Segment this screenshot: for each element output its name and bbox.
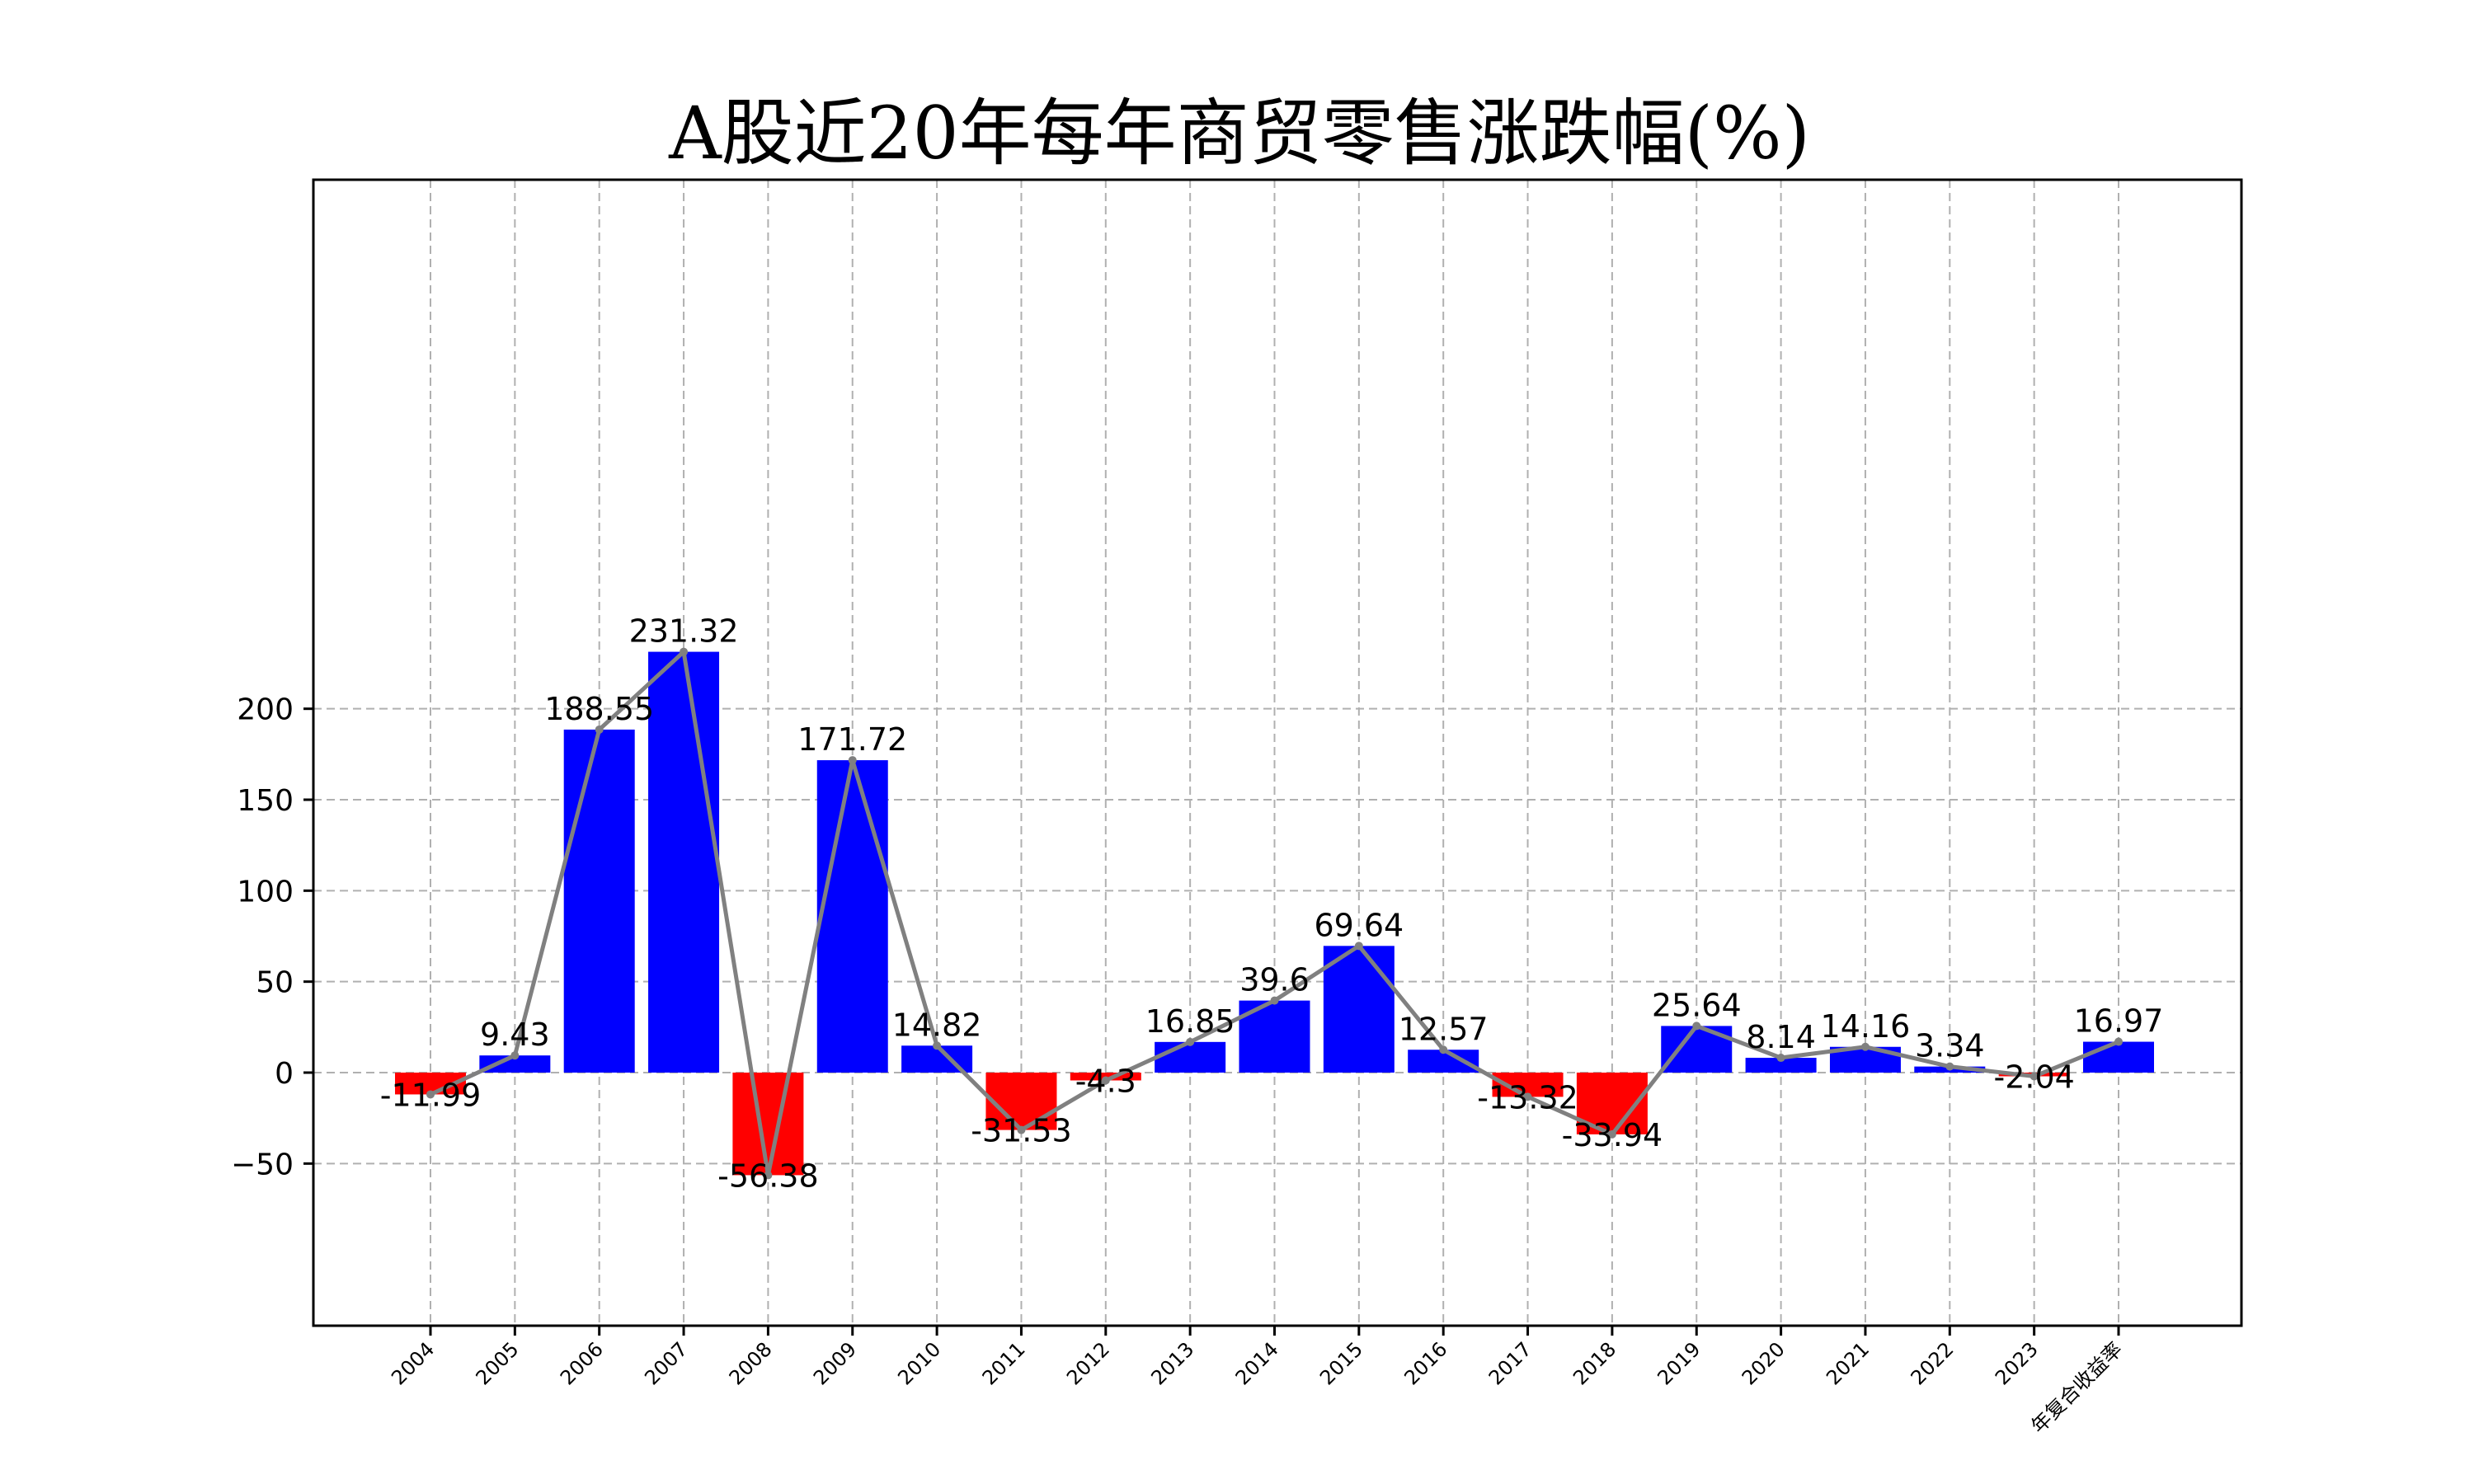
data-label: 171.72 [797, 721, 907, 758]
trend-point [1776, 1054, 1785, 1063]
trend-point [1860, 1042, 1870, 1051]
bar [1323, 946, 1395, 1073]
trend-point [680, 647, 689, 656]
trend-point [1692, 1021, 1701, 1031]
data-label: 12.57 [1399, 1011, 1489, 1047]
trend-point [595, 725, 604, 734]
trend-point [1523, 1092, 1532, 1101]
data-label: 39.6 [1239, 962, 1310, 998]
x-tick-label: 2004 [387, 1337, 439, 1389]
trend-point [1017, 1125, 1026, 1134]
trend-point [1186, 1037, 1195, 1046]
x-tick-label: 2005 [472, 1337, 524, 1389]
bar [1155, 1041, 1226, 1073]
bar [563, 729, 635, 1073]
data-label: 16.97 [2074, 1003, 2164, 1040]
data-label: 69.64 [1314, 907, 1404, 943]
x-tick-label: 2018 [1569, 1337, 1620, 1389]
trend-line-group [426, 647, 2123, 1180]
x-tick-label: 2012 [1062, 1337, 1114, 1389]
x-tick-label: 年复合收益率 [2027, 1337, 2128, 1438]
data-label: 3.34 [1915, 1028, 1985, 1064]
bar [1745, 1058, 1817, 1073]
bar [2083, 1041, 2154, 1073]
trend-point [1439, 1045, 1448, 1054]
data-label: -11.99 [380, 1077, 482, 1113]
data-label: 231.32 [629, 613, 739, 650]
bar [479, 1055, 551, 1073]
data-label: 8.14 [1746, 1019, 1816, 1055]
data-label: 188.55 [544, 691, 654, 727]
x-tick-label: 2011 [978, 1337, 1030, 1389]
trend-point [1945, 1062, 1954, 1071]
trend-point [2114, 1037, 2123, 1046]
trend-point [510, 1051, 520, 1060]
x-tick-label: 2023 [1991, 1337, 2043, 1389]
trend-point [933, 1041, 942, 1050]
x-tick-label: 2021 [1822, 1337, 1874, 1389]
trend-point [848, 756, 857, 765]
bar [732, 1073, 804, 1176]
trend-point [2030, 1072, 2039, 1081]
x-tick-label: 2022 [1907, 1337, 1959, 1389]
bar [1661, 1026, 1733, 1073]
x-tick-label: 2020 [1738, 1337, 1790, 1389]
trend-point [426, 1090, 435, 1099]
bar [985, 1073, 1057, 1130]
data-label: -4.3 [1075, 1063, 1136, 1099]
y-tick-label: 50 [256, 966, 294, 1000]
x-tick-label: 2015 [1315, 1337, 1367, 1389]
x-tick-label: 2006 [556, 1337, 608, 1389]
grid [313, 180, 2241, 1326]
data-labels: -11.99 9.43 188.55 231.32 -56.38 171.72 14.82 -… [380, 613, 2164, 1195]
x-tick-label: 2013 [1146, 1337, 1198, 1389]
data-label: 14.82 [892, 1007, 982, 1043]
data-label: 16.85 [1145, 1003, 1235, 1040]
x-tick-label: 2016 [1399, 1337, 1451, 1389]
data-label: -33.94 [1562, 1117, 1663, 1153]
data-label: -56.38 [717, 1158, 819, 1194]
trend-point [1270, 996, 1279, 1005]
data-label: -13.32 [1477, 1079, 1578, 1115]
bar [648, 651, 720, 1073]
x-tick-label: 2010 [893, 1337, 945, 1389]
bars [395, 651, 2154, 1176]
data-label: 9.43 [480, 1017, 550, 1053]
trend-point [1101, 1076, 1110, 1085]
x-tick-label: 2007 [640, 1337, 692, 1389]
y-axis: −50 0 50 100 150 200 [231, 693, 313, 1181]
y-tick-label: 200 [237, 693, 294, 727]
plot-area-frame [312, 178, 2243, 1327]
bar [816, 760, 888, 1073]
x-tick-label: 2014 [1231, 1337, 1283, 1389]
x-tick-label: 2017 [1484, 1337, 1536, 1389]
y-tick-label: 100 [237, 875, 294, 909]
data-label: 25.64 [1652, 987, 1742, 1023]
x-tick-label: 2009 [809, 1337, 861, 1389]
y-tick-label: 0 [275, 1057, 294, 1091]
data-label: -2.04 [1993, 1059, 2074, 1096]
y-tick-label: −50 [231, 1148, 294, 1181]
y-tick-label: 150 [237, 784, 294, 818]
data-label: -31.53 [971, 1113, 1072, 1149]
x-tick-label: 2008 [725, 1337, 777, 1389]
x-tick-label: 2019 [1653, 1337, 1705, 1389]
data-label: 14.16 [1821, 1008, 1911, 1045]
x-axis: 2004 2005 2006 2007 2008 2009 2010 2011 2012 2013… [387, 1326, 2127, 1438]
trend-point [1607, 1129, 1616, 1139]
trend-point [1354, 942, 1363, 951]
trend-point [764, 1171, 773, 1180]
chart-title: A股近20年每年商贸零售涨跌幅(%) [668, 91, 1810, 176]
